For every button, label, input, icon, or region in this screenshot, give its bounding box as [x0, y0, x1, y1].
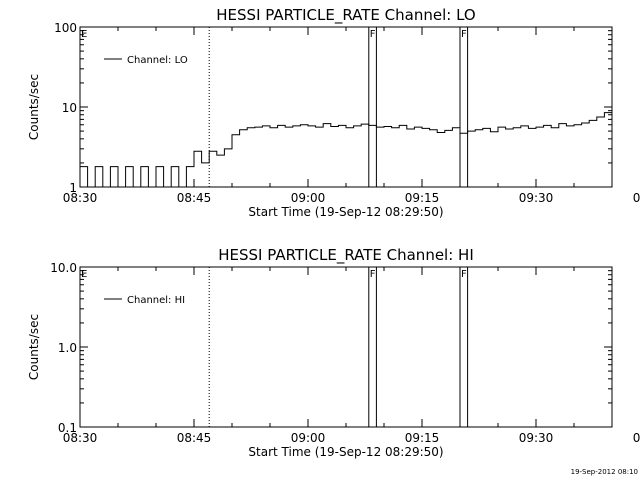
x-tick-label: 09:00 — [291, 431, 326, 445]
flag-marker: F — [461, 269, 467, 280]
x-tick-label: 09:15 — [405, 191, 440, 205]
y-tick-label: 1.0 — [58, 341, 77, 355]
y-tick-label: 100 — [54, 21, 77, 35]
flag-marker: F — [370, 29, 376, 40]
y-axis-label: Counts/sec — [27, 74, 41, 140]
flag-marker: E — [81, 269, 87, 280]
x-tick-label: 09:45 — [633, 431, 640, 445]
y-tick-label: 0.1 — [58, 421, 77, 435]
chart-panel-hi: HESSI PARTICLE_RATE Channel: HI 08:30 08:4… — [27, 246, 640, 459]
y-tick-label: 10.0 — [50, 261, 77, 275]
x-tick-label: 08:30 — [63, 191, 98, 205]
plot-frame — [79, 266, 613, 428]
legend-label: Channel: HI — [127, 295, 185, 306]
y-tick-label: 10 — [62, 101, 77, 115]
x-tick-label: 09:30 — [519, 191, 554, 205]
x-tick-label: 09:45 — [633, 191, 640, 205]
flag-marker: F — [370, 269, 376, 280]
footer-timestamp: 19-Sep-2012 08:10 — [571, 468, 638, 476]
y-tick-label: 1 — [69, 181, 77, 195]
chart-title: HESSI PARTICLE_RATE Channel: HI — [218, 246, 474, 265]
plot-frame — [79, 26, 613, 188]
legend-label: Channel: LO — [127, 55, 188, 66]
flag-marker: E — [81, 29, 87, 40]
y-axis-label: Counts/sec — [27, 314, 41, 380]
x-tick-label: 09:30 — [519, 431, 554, 445]
x-tick-label: 09:15 — [405, 431, 440, 445]
x-tick-label: 08:30 — [63, 431, 98, 445]
x-axis-label: Start Time (19-Sep-12 08:29:50) — [248, 205, 443, 219]
series-line — [80, 99, 613, 188]
chart-panel-lo: HESSI PARTICLE_RATE Channel: LO 08:30 08:4… — [27, 6, 640, 219]
x-axis-label: Start Time (19-Sep-12 08:29:50) — [248, 445, 443, 459]
x-tick-label: 08:45 — [177, 191, 212, 205]
flag-marker: F — [461, 29, 467, 40]
chart-title: HESSI PARTICLE_RATE Channel: LO — [216, 6, 475, 25]
x-tick-label: 09:00 — [291, 191, 326, 205]
x-tick-label: 08:45 — [177, 431, 212, 445]
